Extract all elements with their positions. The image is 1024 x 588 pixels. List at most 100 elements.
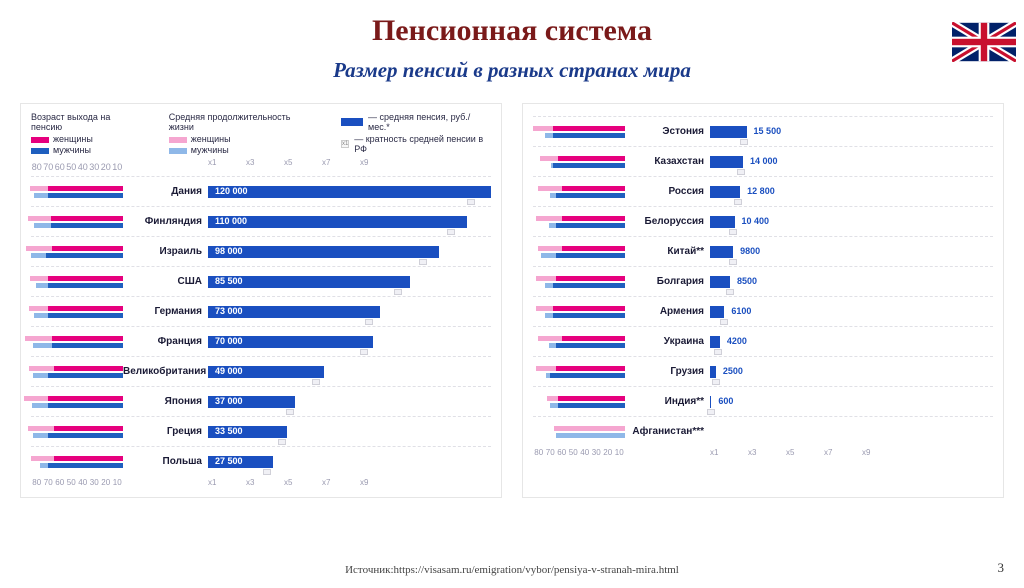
pension-value: 4200 [724,335,750,347]
legend-women: женщины [53,134,93,145]
source-footer: Источник: https://visasam.ru/emigration/… [0,564,1024,576]
pension-bar-cell: 12 800 [710,177,993,206]
pension-value: 9800 [737,245,763,257]
mult-marker [419,259,427,265]
bottom-axis: 8070605040302010 x1x3x5x7x9 [31,478,491,487]
pension-value: 70 000 [212,335,246,347]
pension-bar-cell: 600 [710,387,993,416]
country-label: Япония [123,396,208,407]
age-bars [533,237,625,266]
table-row: Польша 27 500 [31,446,491,476]
chart-rows: Дания 120 000 Финляндия 110 000 [31,176,491,476]
pension-bar-cell: 98 000 [208,237,491,266]
pension-value: 37 000 [212,395,246,407]
pension-value: 14 000 [747,155,781,167]
pension-value: 12 800 [744,185,778,197]
pension-bar [710,186,740,198]
pension-value: 8500 [734,275,760,287]
legend-age-title: Возраст выхода на пенсию [31,112,139,132]
mult-marker [707,409,715,415]
pension-bar-cell: 110 000 [208,207,491,236]
pension-value: 110 000 [212,215,250,227]
pension-bar-cell [710,417,993,446]
chart-panel-left: Возраст выхода на пенсию женщины мужчины… [20,103,502,498]
table-row: Япония 37 000 [31,386,491,416]
age-bars [533,327,625,356]
pension-value: 120 000 [212,185,251,197]
legend: Возраст выхода на пенсию женщины мужчины… [31,112,491,156]
age-bars [533,147,625,176]
age-bars [31,357,123,386]
uk-flag-icon [952,22,1016,62]
pension-bar-cell: 70 000 [208,327,491,356]
age-bars [533,417,625,446]
mult-marker [729,259,737,265]
pension-bar-cell: 9800 [710,237,993,266]
table-row: Казахстан 14 000 [533,146,993,176]
legend-pension: — средняя пенсия, руб./мес.* [368,112,491,132]
pension-value: 49 000 [212,365,246,377]
country-label: Дания [123,186,208,197]
mult-marker [714,349,722,355]
table-row: Франция 70 000 [31,326,491,356]
pension-value: 98 000 [212,245,246,257]
pension-bar [710,126,747,138]
age-bars [533,387,625,416]
mult-marker [394,289,402,295]
mult-marker [278,439,286,445]
table-row: Германия 73 000 [31,296,491,326]
country-label: Китай** [625,246,710,257]
mult-marker [740,139,748,145]
mult-marker [712,379,720,385]
country-label: Афганистан*** [625,426,710,437]
pension-value: 73 000 [212,305,246,317]
pension-bar-cell: 27 500 [208,447,491,476]
pension-bar-cell: 2500 [710,357,993,386]
mult-marker [737,169,745,175]
country-label: Греция [123,426,208,437]
pension-bar-cell: 4200 [710,327,993,356]
pension-bar [710,216,735,228]
table-row: Китай** 9800 [533,236,993,266]
pension-bar [710,366,716,378]
table-row: Израиль 98 000 [31,236,491,266]
chart-panels: Возраст выхода на пенсию женщины мужчины… [0,83,1024,498]
table-row: Индия** 600 [533,386,993,416]
pension-bar-cell: 14 000 [710,147,993,176]
country-label: Польша [123,456,208,467]
table-row: Грузия 2500 [533,356,993,386]
mult-marker [447,229,455,235]
pension-value: 6100 [728,305,754,317]
pension-bar-cell: 73 000 [208,297,491,326]
pension-bar-cell: 33 500 [208,417,491,446]
pension-bar-cell: 49 000 [208,357,491,386]
country-label: США [123,276,208,287]
age-bars [31,417,123,446]
pension-bar-cell: 6100 [710,297,993,326]
country-label: Индия** [625,396,710,407]
country-label: Армения [625,306,710,317]
age-bars [533,297,625,326]
country-label: Франция [123,336,208,347]
source-prefix: Источник: [345,564,393,576]
mult-marker [360,349,368,355]
age-bars [31,207,123,236]
age-bars [31,237,123,266]
age-bars [31,387,123,416]
pension-value: 27 500 [212,455,246,467]
country-label: Израиль [123,246,208,257]
table-row: Болгария 8500 [533,266,993,296]
pension-bar [710,156,743,168]
country-label: Эстония [625,126,710,137]
pension-value: 10 400 [739,215,773,227]
pension-bar [710,306,724,318]
pension-bar-cell: 10 400 [710,207,993,236]
mult-marker [365,319,373,325]
table-row: США 85 500 [31,266,491,296]
age-bars [533,207,625,236]
page-title: Пенсионная система [0,14,1024,48]
country-label: Болгария [625,276,710,287]
country-label: Финляндия [123,216,208,227]
age-bars [31,327,123,356]
legend-men: мужчины [53,145,91,156]
